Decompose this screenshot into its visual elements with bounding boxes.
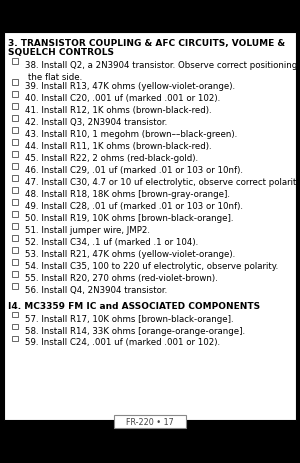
Text: SQUELCH CONTROLS: SQUELCH CONTROLS xyxy=(8,49,114,57)
Bar xyxy=(12,92,17,98)
Bar xyxy=(12,336,17,342)
Bar xyxy=(12,188,17,194)
Bar xyxy=(12,80,17,86)
Bar xyxy=(12,164,17,169)
Text: 44. Install R11, 1K ohms (brown-black-red).: 44. Install R11, 1K ohms (brown-black-re… xyxy=(25,142,212,150)
Bar xyxy=(12,152,17,157)
Text: 40. Install C20, .001 uf (marked .001 or 102).: 40. Install C20, .001 uf (marked .001 or… xyxy=(25,94,220,103)
Text: 38. Install Q2, a 2N3904 transistor. Observe correct positioning of: 38. Install Q2, a 2N3904 transistor. Obs… xyxy=(25,61,300,70)
Bar xyxy=(12,200,17,205)
Text: FR-220 • 17: FR-220 • 17 xyxy=(126,417,174,426)
Text: 59. Install C24, .001 uf (marked .001 or 102).: 59. Install C24, .001 uf (marked .001 or… xyxy=(25,338,220,347)
Bar xyxy=(12,260,17,265)
Text: 50. Install R19, 10K ohms [brown-black-orange].: 50. Install R19, 10K ohms [brown-black-o… xyxy=(25,213,233,223)
Bar xyxy=(4,33,296,420)
Bar xyxy=(12,176,17,181)
Text: 42. Install Q3, 2N3904 transistor.: 42. Install Q3, 2N3904 transistor. xyxy=(25,118,167,127)
Text: 41. Install R12, 1K ohms (brown-black-red).: 41. Install R12, 1K ohms (brown-black-re… xyxy=(25,106,212,115)
Text: 48. Install R18, 18K ohms [brown-gray-orange].: 48. Install R18, 18K ohms [brown-gray-or… xyxy=(25,189,230,199)
Bar xyxy=(12,212,17,217)
Bar xyxy=(12,312,17,318)
Bar xyxy=(12,59,17,65)
Text: 56. Install Q4, 2N3904 transistor.: 56. Install Q4, 2N3904 transistor. xyxy=(25,285,167,294)
Bar xyxy=(12,224,17,229)
Text: 49. Install C28, .01 uf (marked .01 or 103 or 10nf).: 49. Install C28, .01 uf (marked .01 or 1… xyxy=(25,201,243,211)
Text: 55. Install R20, 270 ohms (red-violet-brown).: 55. Install R20, 270 ohms (red-violet-br… xyxy=(25,274,218,282)
Bar xyxy=(12,116,17,121)
Text: 47. Install C30, 4.7 or 10 uf electrolytic, observe correct polarity.: 47. Install C30, 4.7 or 10 uf electrolyt… xyxy=(25,178,300,187)
Text: the flat side.: the flat side. xyxy=(28,73,82,82)
Bar xyxy=(12,104,17,110)
Bar xyxy=(12,140,17,145)
Text: 57. Install R17, 10K ohms [brown-black-orange].: 57. Install R17, 10K ohms [brown-black-o… xyxy=(25,314,234,323)
Bar xyxy=(12,272,17,277)
Text: 54. Install C35, 100 to 220 uf electrolytic, observe polarity.: 54. Install C35, 100 to 220 uf electroly… xyxy=(25,262,278,270)
Text: 52. Install C34, .1 uf (marked .1 or 104).: 52. Install C34, .1 uf (marked .1 or 104… xyxy=(25,238,198,246)
Bar xyxy=(12,128,17,133)
Bar xyxy=(12,236,17,241)
Bar xyxy=(12,324,17,330)
Text: 43. Install R10, 1 megohm (brown––black-green).: 43. Install R10, 1 megohm (brown––black-… xyxy=(25,130,237,139)
Text: 45. Install R22, 2 ohms (red-black-gold).: 45. Install R22, 2 ohms (red-black-gold)… xyxy=(25,154,198,163)
Text: 39. Install R13, 47K ohms (yellow-violet-orange).: 39. Install R13, 47K ohms (yellow-violet… xyxy=(25,82,235,91)
Text: I4. MC3359 FM IC and ASSOCIATED COMPONENTS: I4. MC3359 FM IC and ASSOCIATED COMPONEN… xyxy=(8,301,260,310)
Text: 46. Install C29, .01 uf (marked .01 or 103 or 10nf).: 46. Install C29, .01 uf (marked .01 or 1… xyxy=(25,166,243,175)
Text: 58. Install R14, 33K ohms [orange-orange-orange].: 58. Install R14, 33K ohms [orange-orange… xyxy=(25,326,245,335)
Bar xyxy=(114,415,186,428)
Text: 3. TRANSISTOR COUPLING & AFC CIRCUITS, VOLUME &: 3. TRANSISTOR COUPLING & AFC CIRCUITS, V… xyxy=(8,39,285,48)
Bar xyxy=(12,284,17,289)
Text: 53. Install R21, 47K ohms (yellow-violet-orange).: 53. Install R21, 47K ohms (yellow-violet… xyxy=(25,250,235,258)
Bar xyxy=(12,248,17,253)
Text: 51. Install jumper wire, JMP2.: 51. Install jumper wire, JMP2. xyxy=(25,225,150,234)
